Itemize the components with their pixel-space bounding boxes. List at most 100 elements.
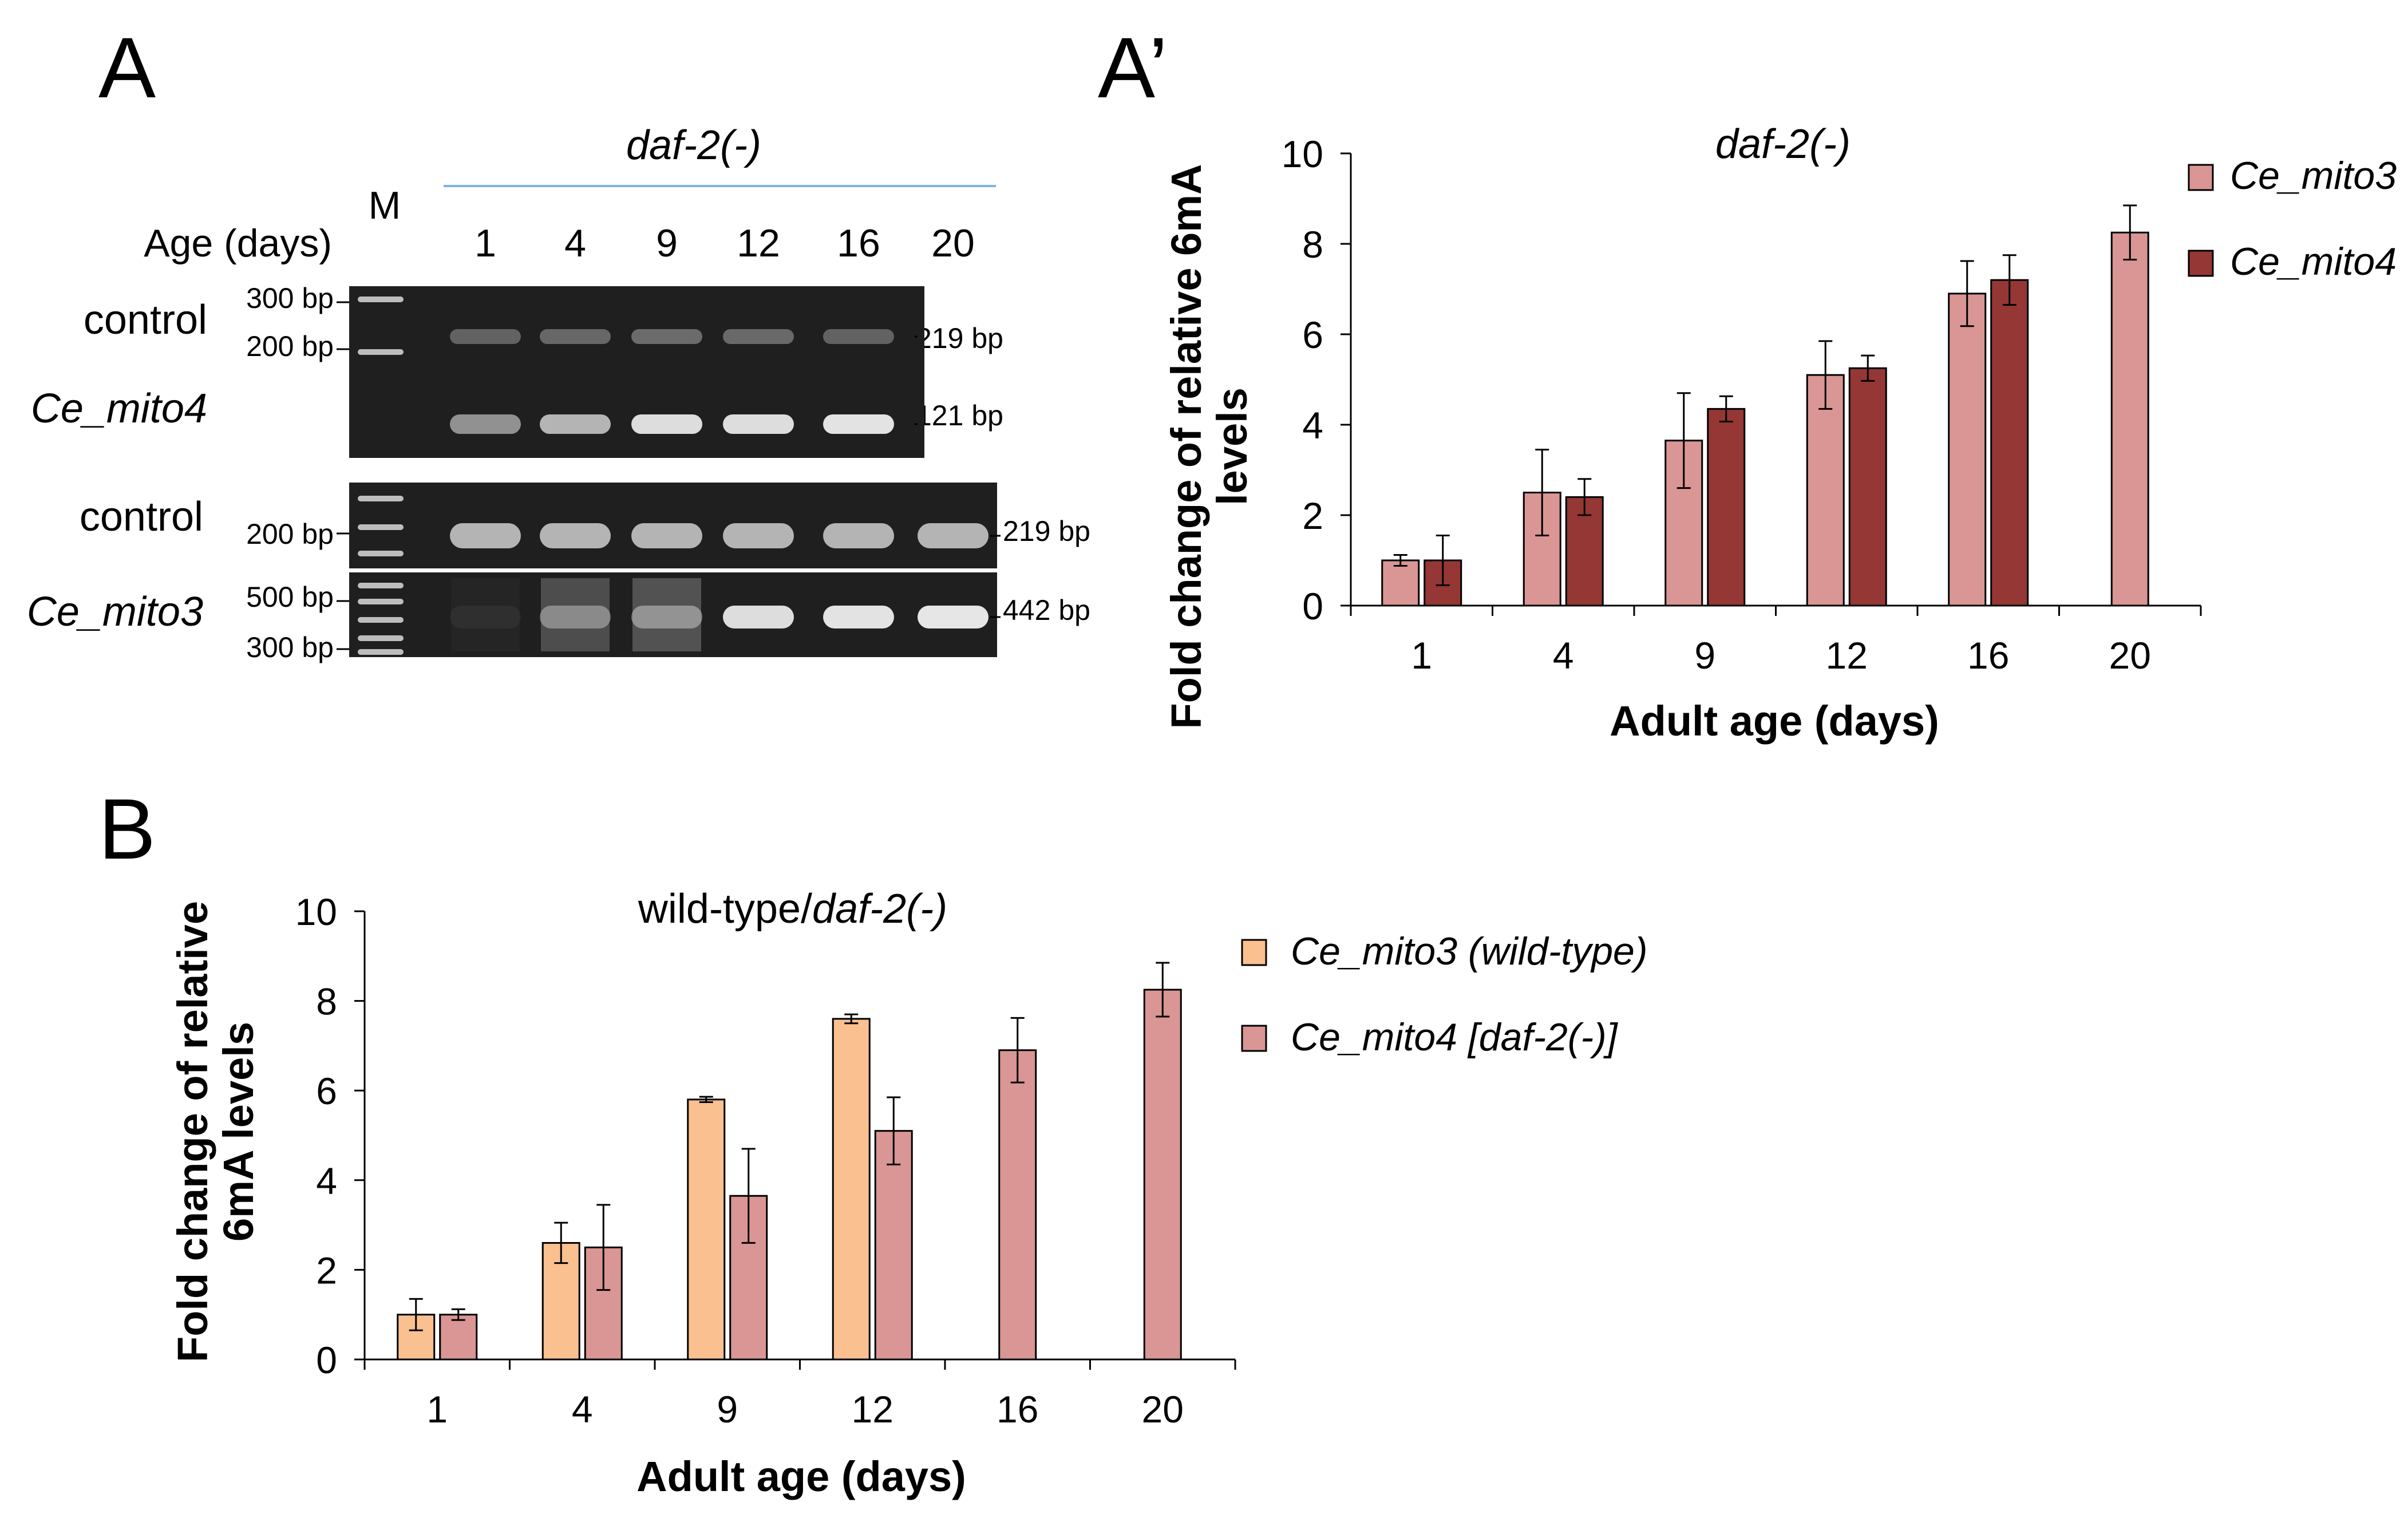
ladder-label: 500 bp: [246, 581, 334, 613]
gel-row-label: control: [80, 494, 203, 540]
gel-strip: [349, 286, 924, 371]
gel-band: [723, 329, 794, 344]
gel-band: [631, 606, 702, 628]
ladder-band: [358, 524, 404, 530]
chart-a-prime-legend: Ce_mito3 Ce_mito4: [2188, 154, 2397, 283]
y-tick-label: 0: [316, 1339, 337, 1381]
legend-swatch-ce-mito4-daf-2: [1241, 1025, 1267, 1052]
bar: [1990, 279, 2029, 607]
ladder-label: 300 bp: [246, 631, 334, 663]
x-tick-label: 1: [1411, 634, 1432, 677]
gel-band: [823, 414, 894, 434]
svg-text:Fold change of relative 6mAlev: Fold change of relative 6mAlevels: [1163, 164, 1256, 729]
x-tick-label: 4: [572, 1388, 593, 1430]
chart-a-prime-ylabel-line2: levels: [1208, 388, 1256, 505]
ladder-band: [358, 349, 404, 355]
ladder-band: [358, 583, 404, 588]
y-tick-label: 10: [1282, 133, 1323, 175]
y-tick-label: 8: [316, 981, 337, 1023]
y-tick-label: 6: [1302, 314, 1323, 356]
bar: [1848, 367, 1887, 607]
y-tick-label: 2: [1302, 495, 1323, 537]
legend-swatch-ce-mito4: [2188, 250, 2214, 277]
gel-lane-label: 4: [564, 222, 586, 265]
chart-a-prime-title: daf-2(-): [1715, 121, 1851, 167]
panel-label-b: B: [98, 781, 156, 877]
x-tick-label: 16: [997, 1388, 1038, 1430]
gel-rows: control 300 bp 200 bp 219 bp Ce_mito4 12…: [27, 282, 1090, 663]
gel-band: [540, 523, 611, 548]
y-tick-label: 4: [316, 1160, 337, 1202]
bar: [1948, 292, 1987, 607]
y-tick-label: 2: [316, 1249, 337, 1291]
gel-band: [540, 606, 611, 628]
x-tick-label: 4: [1553, 634, 1574, 677]
chart-b-ylabel: Fold change of relative6mA levels: [169, 901, 262, 1362]
gel-band: [450, 606, 521, 628]
gel-row-label: Ce_mito3: [27, 589, 203, 635]
ladder-band: [358, 599, 404, 604]
gel-product-size: 219 bp: [916, 322, 1003, 354]
ladder-label: 200 bp: [246, 518, 334, 550]
bar: [1806, 374, 1845, 607]
gel-band: [631, 414, 702, 434]
y-tick-label: 8: [1302, 223, 1323, 266]
marker-lane-label: M: [369, 184, 401, 227]
chart-a-prime-xlabel: Adult age (days): [1610, 697, 1939, 745]
legend-label-ce-mito3-wild-type: Ce_mito3 (wild-type): [1291, 930, 1648, 973]
gel-band: [723, 414, 794, 434]
ladder-label: 200 bp: [246, 330, 334, 362]
gel-band: [450, 414, 521, 434]
chart-a-prime-ylabel-line1: Fold change of relative 6mA: [1163, 164, 1210, 729]
y-tick-label: 10: [295, 891, 337, 933]
legend-swatch-ce-mito3-wild-type: [1241, 939, 1267, 966]
x-tick-label: 20: [2109, 634, 2151, 677]
panel-label-a-prime: A’: [1098, 19, 1168, 116]
chart-b-axes: 0 2 4 6 8 10 1 4 9 12 16 20: [295, 891, 1236, 1430]
gel-band: [450, 329, 521, 344]
bar: [439, 1314, 478, 1361]
ladder-band: [358, 496, 404, 501]
gel-band: [540, 329, 611, 344]
chart-a-prime-axes: 0 2 4 6 8 10 1 4 9 12 16 20: [1282, 133, 2202, 677]
x-tick-label: 20: [1142, 1388, 1184, 1430]
chart-b: 0 2 4 6 8 10 1 4 9 12 16 20 wild-type/daf-2(-) Adul…: [169, 886, 1648, 1500]
gel-images: [337, 286, 1001, 657]
gel-band: [723, 523, 794, 548]
gel-row-label: control: [84, 297, 207, 343]
gel-lane-label: 20: [931, 222, 975, 265]
x-tick-label: 16: [1967, 634, 2009, 677]
gel-lane-label: 1: [475, 222, 496, 265]
gel-panel: daf-2(-) M Age (days) 1 4 9 12 16 20 control …: [27, 122, 1090, 663]
gel-lane-label: 9: [656, 222, 678, 265]
gel-product-size: 442 bp: [1003, 594, 1090, 626]
gel-band: [631, 329, 702, 344]
gel-band: [540, 414, 611, 434]
chart-b-legend: Ce_mito3 (wild-type) Ce_mito4 [daf-2(-)]: [1241, 930, 1648, 1059]
gel-band: [823, 329, 894, 344]
gel-band: [723, 606, 794, 628]
x-tick-label: 1: [426, 1388, 448, 1430]
y-tick-label: 6: [316, 1070, 337, 1112]
svg-text:Fold change of relative6mA lev: Fold change of relative6mA levels: [169, 901, 262, 1362]
x-tick-label: 9: [717, 1388, 738, 1430]
bar: [1143, 989, 1182, 1361]
chart-a-prime: 0 2 4 6 8 10 1 4 9 12 16 20 daf-2(-) Adult age (day…: [1163, 121, 2397, 745]
gel-band: [918, 606, 988, 628]
ladder-band: [358, 551, 404, 556]
ladder-label: 300 bp: [246, 282, 334, 314]
gel-band: [450, 523, 521, 548]
panel-label-a: A: [98, 19, 156, 116]
legend-label-ce-mito3: Ce_mito3: [2230, 154, 2397, 197]
gel-lane-label: 12: [737, 222, 780, 265]
x-tick-label: 9: [1694, 634, 1715, 677]
chart-b-xlabel: Adult age (days): [636, 1453, 966, 1500]
ladder-band: [358, 635, 404, 641]
gel-band: [823, 606, 894, 628]
gel-band: [823, 523, 894, 548]
bar: [874, 1130, 913, 1361]
chart-b-ylabel-line1: Fold change of relative: [169, 901, 216, 1362]
y-tick-label: 0: [1302, 585, 1323, 627]
gel-condition-label: daf-2(-): [626, 122, 761, 168]
